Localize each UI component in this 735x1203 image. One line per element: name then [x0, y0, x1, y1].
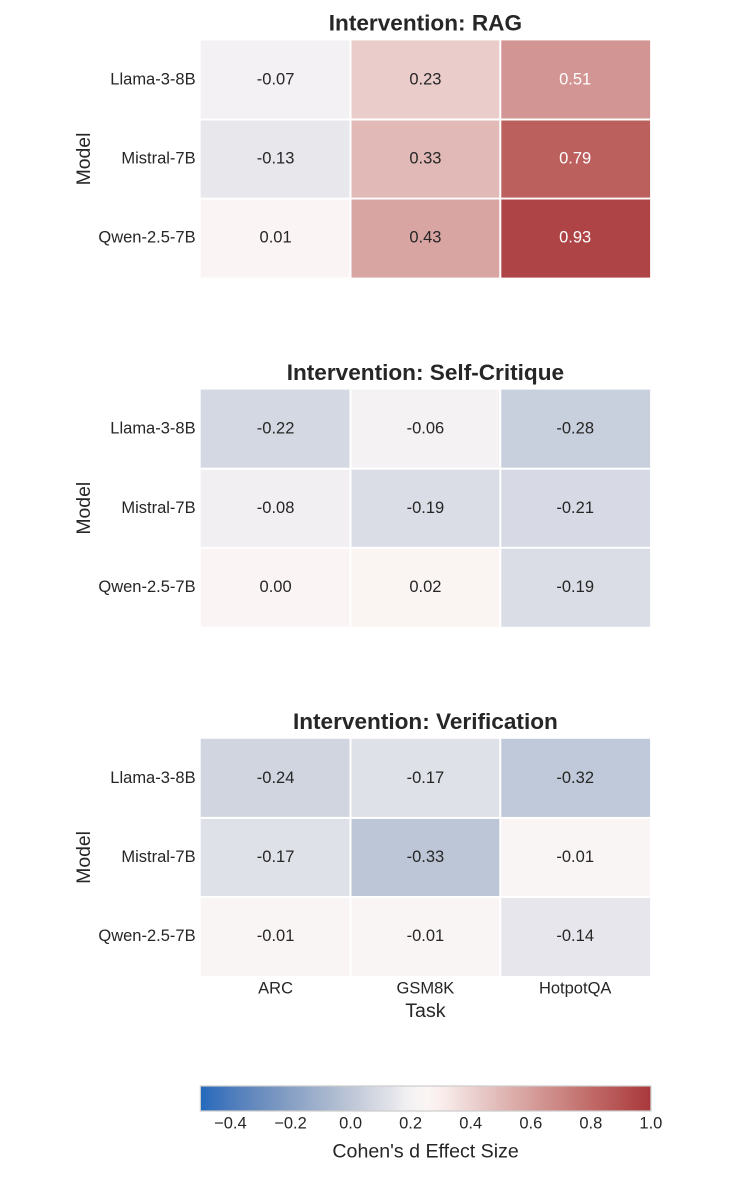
- svg-text:Intervention: Verification: Intervention: Verification: [293, 709, 558, 734]
- svg-text:0.79: 0.79: [559, 150, 591, 168]
- svg-text:-0.06: -0.06: [407, 420, 445, 438]
- svg-text:Model: Model: [73, 133, 95, 186]
- svg-text:0.51: 0.51: [559, 71, 591, 89]
- svg-text:0.23: 0.23: [409, 71, 441, 89]
- svg-text:Mistral-7B: Mistral-7B: [121, 848, 195, 866]
- svg-text:-0.22: -0.22: [257, 420, 295, 438]
- svg-text:0.02: 0.02: [409, 578, 441, 596]
- svg-text:-0.01: -0.01: [556, 848, 594, 866]
- svg-text:0.4: 0.4: [459, 1115, 482, 1133]
- svg-text:0.2: 0.2: [399, 1115, 422, 1133]
- svg-text:Llama-3-8B: Llama-3-8B: [110, 769, 195, 787]
- svg-text:-0.32: -0.32: [556, 769, 594, 787]
- svg-text:-0.01: -0.01: [257, 927, 295, 945]
- svg-text:-0.28: -0.28: [556, 420, 594, 438]
- svg-text:-0.33: -0.33: [407, 848, 445, 866]
- svg-text:0.43: 0.43: [409, 229, 441, 247]
- svg-text:-0.19: -0.19: [556, 578, 594, 596]
- svg-text:Llama-3-8B: Llama-3-8B: [110, 71, 195, 89]
- svg-text:Qwen-2.5-7B: Qwen-2.5-7B: [98, 578, 195, 596]
- svg-text:0.6: 0.6: [519, 1115, 542, 1133]
- svg-text:Task: Task: [405, 1000, 445, 1022]
- svg-text:ARC: ARC: [258, 979, 293, 997]
- svg-text:GSM8K: GSM8K: [397, 979, 455, 997]
- svg-text:-0.07: -0.07: [257, 71, 295, 89]
- svg-text:−0.4: −0.4: [214, 1115, 247, 1133]
- svg-text:Cohen's d Effect Size: Cohen's d Effect Size: [332, 1141, 518, 1163]
- svg-text:-0.19: -0.19: [407, 499, 445, 517]
- svg-text:Qwen-2.5-7B: Qwen-2.5-7B: [98, 229, 195, 247]
- svg-text:1.0: 1.0: [639, 1115, 662, 1133]
- svg-text:-0.21: -0.21: [556, 499, 594, 517]
- svg-text:-0.13: -0.13: [257, 150, 295, 168]
- svg-text:Model: Model: [73, 831, 95, 884]
- svg-text:-0.24: -0.24: [257, 769, 295, 787]
- svg-text:-0.14: -0.14: [556, 927, 594, 945]
- svg-text:0.00: 0.00: [260, 578, 292, 596]
- svg-text:-0.08: -0.08: [257, 499, 295, 517]
- svg-text:0.01: 0.01: [260, 229, 292, 247]
- svg-text:0.33: 0.33: [409, 150, 441, 168]
- svg-text:0.0: 0.0: [339, 1115, 362, 1133]
- svg-text:HotpotQA: HotpotQA: [539, 979, 611, 997]
- svg-text:0.8: 0.8: [579, 1115, 602, 1133]
- svg-text:Intervention: RAG: Intervention: RAG: [329, 11, 522, 36]
- svg-text:-0.17: -0.17: [407, 769, 445, 787]
- svg-text:Llama-3-8B: Llama-3-8B: [110, 420, 195, 438]
- svg-text:−0.2: −0.2: [274, 1115, 307, 1133]
- svg-text:Model: Model: [73, 482, 95, 535]
- svg-text:Mistral-7B: Mistral-7B: [121, 499, 195, 517]
- svg-text:Intervention: Self-Critique: Intervention: Self-Critique: [287, 360, 564, 385]
- svg-text:-0.17: -0.17: [257, 848, 295, 866]
- svg-text:0.93: 0.93: [559, 229, 591, 247]
- svg-text:Mistral-7B: Mistral-7B: [121, 150, 195, 168]
- svg-text:Qwen-2.5-7B: Qwen-2.5-7B: [98, 927, 195, 945]
- svg-text:-0.01: -0.01: [407, 927, 445, 945]
